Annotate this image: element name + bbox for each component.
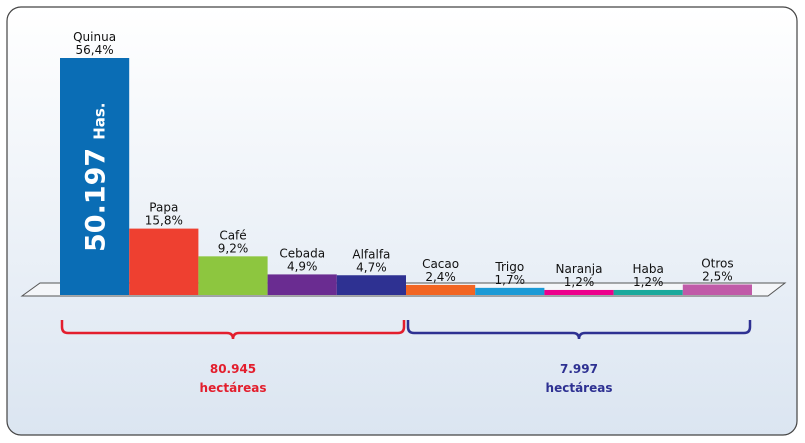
group-unit: hectáreas bbox=[200, 381, 267, 395]
value-label: 2,4% bbox=[425, 270, 456, 284]
category-label: Papa bbox=[149, 201, 178, 215]
group-total: 80.945 bbox=[210, 362, 256, 376]
value-label: 1,2% bbox=[633, 275, 664, 289]
category-label: Café bbox=[219, 228, 246, 242]
value-label: 4,7% bbox=[356, 260, 387, 274]
category-label: Quinua bbox=[73, 30, 116, 44]
bar bbox=[129, 228, 199, 295]
bar bbox=[475, 287, 545, 295]
value-label: 2,5% bbox=[702, 269, 733, 283]
bracket bbox=[406, 320, 752, 340]
annotations: 80.945 hectáreas 7.997 hectáreas bbox=[60, 320, 752, 395]
category-label: Otros bbox=[701, 256, 733, 270]
value-label: 4,9% bbox=[287, 259, 318, 273]
value-label: 15,8% bbox=[145, 214, 183, 228]
bar-annotation-unit: Has. bbox=[91, 102, 109, 139]
category-label: Haba bbox=[633, 262, 664, 276]
bar bbox=[198, 256, 268, 295]
bar bbox=[544, 289, 614, 295]
value-label: 56,4% bbox=[76, 43, 114, 57]
group-unit: hectáreas bbox=[546, 381, 613, 395]
category-label: Naranja bbox=[556, 262, 603, 276]
bar bbox=[267, 274, 337, 295]
category-label: Trigo bbox=[494, 260, 524, 274]
value-label: 9,2% bbox=[218, 241, 249, 255]
panel bbox=[6, 6, 798, 436]
bar bbox=[406, 284, 476, 295]
value-label: 1,2% bbox=[564, 275, 595, 289]
bracket bbox=[60, 320, 406, 340]
bar bbox=[336, 275, 406, 295]
bar bbox=[682, 284, 752, 295]
bar-annotation: 50.197 Has. bbox=[81, 102, 112, 252]
value-label: 1,7% bbox=[495, 273, 526, 287]
bar bbox=[60, 58, 130, 295]
bar bbox=[613, 289, 683, 295]
bar-annotation-value: 50.197 bbox=[81, 148, 112, 252]
group-total: 7.997 bbox=[560, 362, 598, 376]
category-label: Alfalfa bbox=[352, 247, 390, 261]
category-label: Cebada bbox=[279, 246, 325, 260]
category-label: Cacao bbox=[422, 257, 459, 271]
